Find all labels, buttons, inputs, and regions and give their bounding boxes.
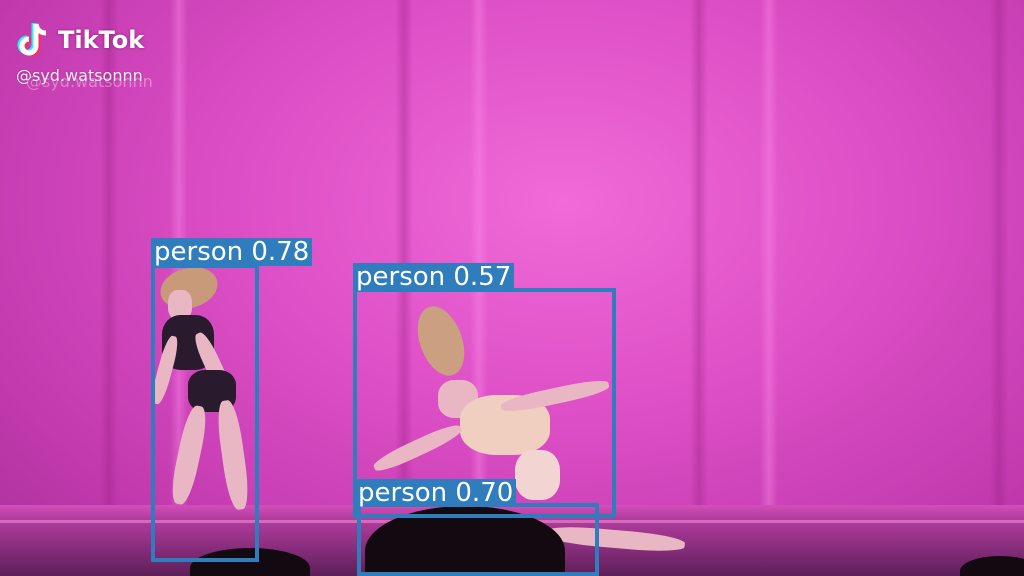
curtain-fold bbox=[100, 0, 118, 520]
audience-head bbox=[960, 556, 1024, 576]
tiktok-brand: TikTok bbox=[58, 26, 145, 54]
detection-label: person 0.70 bbox=[355, 479, 517, 507]
audience-head bbox=[190, 548, 310, 576]
detection-label: person 0.57 bbox=[353, 263, 515, 291]
curtain-fold bbox=[760, 0, 778, 520]
username: @syd.watsonnn bbox=[16, 66, 143, 85]
tiktok-note-icon bbox=[16, 20, 52, 60]
curtain-fold bbox=[990, 0, 1008, 520]
tiktok-watermark: TikTok bbox=[16, 20, 144, 60]
detection-label: person 0.78 bbox=[151, 238, 313, 266]
detection-box-person bbox=[151, 264, 259, 562]
curtain-fold bbox=[690, 0, 708, 520]
detection-box-person bbox=[357, 503, 599, 576]
username-ghost: @syd.watsonnn bbox=[26, 72, 153, 91]
curtain-fold bbox=[395, 0, 413, 520]
